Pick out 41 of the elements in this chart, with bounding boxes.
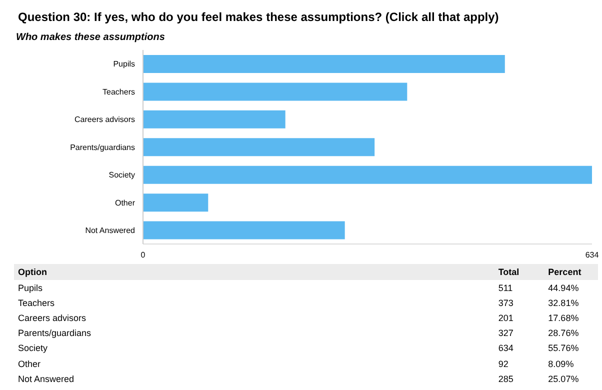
y-tick-label: Parents/guardians <box>70 142 135 152</box>
text: Pupils <box>17 282 44 293</box>
text: 32.81% <box>548 298 580 308</box>
chart-subtitle: Who makes these assumptions <box>16 32 165 43</box>
text: 511 <box>498 282 514 293</box>
text: 92 <box>498 358 510 369</box>
text: 44.94% <box>548 282 580 293</box>
text: Percent <box>548 267 582 277</box>
text: 634 <box>498 343 514 354</box>
text: 55.76% <box>548 343 580 354</box>
y-tick-label: Pupils <box>113 60 135 69</box>
bar <box>143 166 592 184</box>
text: 28.76% <box>548 328 580 338</box>
text: Parents/guardians <box>17 328 92 338</box>
y-tick-label: Careers advisors <box>74 115 135 124</box>
text: Not Answered <box>17 374 76 384</box>
text: 17.68% <box>548 312 580 323</box>
bar <box>143 221 345 240</box>
bar <box>143 55 505 73</box>
y-tick-label: Teachers <box>102 87 135 96</box>
text: 373 <box>498 298 514 308</box>
text: 201 <box>498 312 514 323</box>
bar <box>143 194 208 212</box>
text: Society <box>17 343 49 354</box>
text: Careers advisors <box>17 312 88 323</box>
chart-title: Question 30: If yes, who do you feel makes these assumptions? (Click all that apply) <box>18 10 499 24</box>
y-tick-label: Not Answered <box>85 226 135 235</box>
text: Other <box>17 358 42 369</box>
text: Option <box>17 267 48 277</box>
y-tick-label: Society <box>108 170 135 180</box>
bar <box>143 110 286 128</box>
text: 285 <box>498 374 514 384</box>
text: 25.07% <box>548 374 580 384</box>
bar <box>143 138 375 156</box>
bar <box>143 82 408 101</box>
y-tick-label: Other <box>114 198 136 208</box>
x-tick-label: 0 <box>140 250 146 260</box>
text: 327 <box>498 328 514 338</box>
text: Total <box>498 267 520 277</box>
text: Teachers <box>17 298 56 308</box>
text: 8.09% <box>548 358 575 369</box>
